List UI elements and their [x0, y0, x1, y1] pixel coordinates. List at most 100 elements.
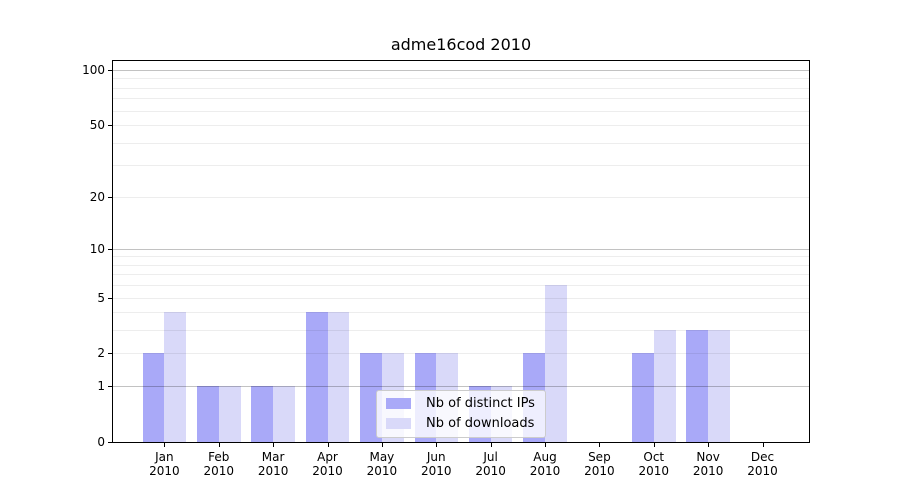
y-tick-label: 10 — [89, 241, 105, 256]
x-tick-month: May — [369, 450, 395, 464]
x-tick-mark — [490, 443, 492, 447]
gridline — [113, 285, 809, 287]
x-tick-year: 2010 — [529, 464, 561, 478]
legend-label: Nb of downloads — [426, 416, 535, 431]
x-tick-mark — [708, 443, 710, 447]
x-tick-mark — [381, 443, 383, 447]
x-tick-mark — [653, 443, 655, 447]
x-tick-mark — [599, 443, 601, 447]
legend: Nb of distinct IPs Nb of downloads — [376, 390, 546, 438]
x-tick-mark — [762, 443, 764, 447]
y-tick-label: 20 — [89, 189, 105, 204]
bar-nb-of-distinct-ips — [305, 312, 328, 442]
x-tick-month: Jan — [155, 450, 174, 464]
x-tick-mark — [436, 443, 438, 447]
gridline — [113, 142, 809, 144]
y-tick-mark — [108, 442, 113, 443]
x-tick-label: Jul 2010 — [463, 450, 519, 478]
chart-title: adme16cod 2010 — [390, 35, 532, 54]
x-tick-mark — [545, 443, 546, 447]
gridline — [113, 87, 809, 89]
bar-nb-of-downloads — [164, 312, 187, 442]
x-tick-month: Jun — [426, 450, 446, 464]
y-tick-label: 0 — [97, 435, 105, 449]
x-tick-label: Feb 2010 — [191, 450, 247, 478]
x-tick-month: Feb — [208, 450, 230, 464]
y-tick-label: 1 — [97, 379, 105, 394]
x-tick-month: Oct — [643, 450, 665, 464]
gridline — [113, 98, 809, 100]
x-tick-mark — [273, 443, 275, 447]
x-tick-year: 2010 — [692, 464, 724, 478]
y-tick-label: 5 — [97, 290, 105, 305]
gridline — [113, 165, 809, 167]
x-tick-year: 2010 — [366, 464, 398, 478]
gridline — [113, 274, 809, 276]
x-tick-year: 2010 — [149, 464, 180, 478]
y-tick-label: 50 — [89, 118, 105, 133]
bar-nb-of-downloads — [653, 330, 676, 442]
gridline-major — [113, 248, 809, 250]
bar-nb-of-downloads — [218, 386, 241, 442]
gridline — [113, 78, 809, 80]
plot-area: Nb of distinct IPs Nb of downloads — [112, 60, 810, 443]
x-tick-year: 2010 — [203, 464, 235, 478]
legend-label: Nb of distinct IPs — [426, 396, 535, 411]
x-tick-label: May 2010 — [354, 450, 410, 478]
x-tick-label: Oct 2010 — [626, 450, 682, 478]
bar-nb-of-downloads — [545, 285, 567, 442]
gridline-major — [113, 70, 809, 72]
gridline — [113, 264, 809, 266]
x-tick-year: 2010 — [638, 464, 670, 478]
y-tick-mark — [108, 125, 113, 127]
x-tick-month: Jul — [483, 450, 498, 464]
x-tick-label: Mar 2010 — [245, 450, 301, 478]
x-tick-year: 2010 — [420, 464, 452, 478]
legend-row: Nb of downloads — [386, 416, 535, 431]
x-tick-month: Nov — [696, 450, 720, 464]
x-tick-label: Nov 2010 — [680, 450, 736, 478]
gridline — [113, 256, 809, 258]
x-tick-month: Aug — [533, 450, 557, 464]
x-tick-label: Aug 2010 — [517, 450, 573, 478]
y-tick-mark — [108, 248, 113, 250]
bar-nb-of-distinct-ips — [251, 386, 274, 442]
bar-nb-of-distinct-ips — [197, 386, 219, 442]
bar-nb-of-downloads — [327, 312, 350, 442]
bar-nb-of-distinct-ips — [632, 353, 654, 442]
bar-nb-of-downloads — [273, 386, 295, 442]
x-tick-label: Apr 2010 — [300, 450, 356, 478]
y-tick-label: 2 — [97, 346, 105, 361]
x-tick-label: Sep 2010 — [571, 450, 627, 478]
gridline — [113, 125, 809, 127]
bar-nb-of-downloads — [708, 330, 730, 442]
x-tick-month: Sep — [588, 450, 611, 464]
bar-nb-of-distinct-ips — [686, 330, 709, 442]
gridline — [113, 330, 809, 332]
x-tick-year: 2010 — [747, 464, 778, 478]
y-tick-mark — [108, 353, 113, 355]
x-tick-month: Mar — [261, 450, 285, 464]
bar-nb-of-distinct-ips — [142, 353, 165, 442]
x-tick-label: Jan 2010 — [136, 450, 192, 478]
x-tick-mark — [327, 443, 329, 447]
gridline — [113, 312, 809, 314]
legend-row: Nb of distinct IPs — [386, 396, 535, 411]
x-tick-mark — [218, 443, 220, 447]
gridline-major — [113, 386, 809, 388]
x-tick-label: Jun 2010 — [408, 450, 464, 478]
x-tick-month: Dec — [750, 450, 775, 464]
gridline — [113, 196, 809, 198]
legend-swatch — [386, 398, 411, 409]
gridline — [113, 110, 809, 112]
y-tick-label: 100 — [82, 63, 105, 78]
x-tick-year: 2010 — [257, 464, 289, 478]
x-tick-year: 2010 — [584, 464, 615, 478]
y-tick-mark — [108, 297, 113, 299]
gridline — [113, 297, 809, 299]
legend-swatch — [386, 418, 411, 429]
y-tick-mark — [108, 386, 113, 388]
y-tick-mark — [108, 70, 113, 72]
gridline — [113, 353, 809, 355]
